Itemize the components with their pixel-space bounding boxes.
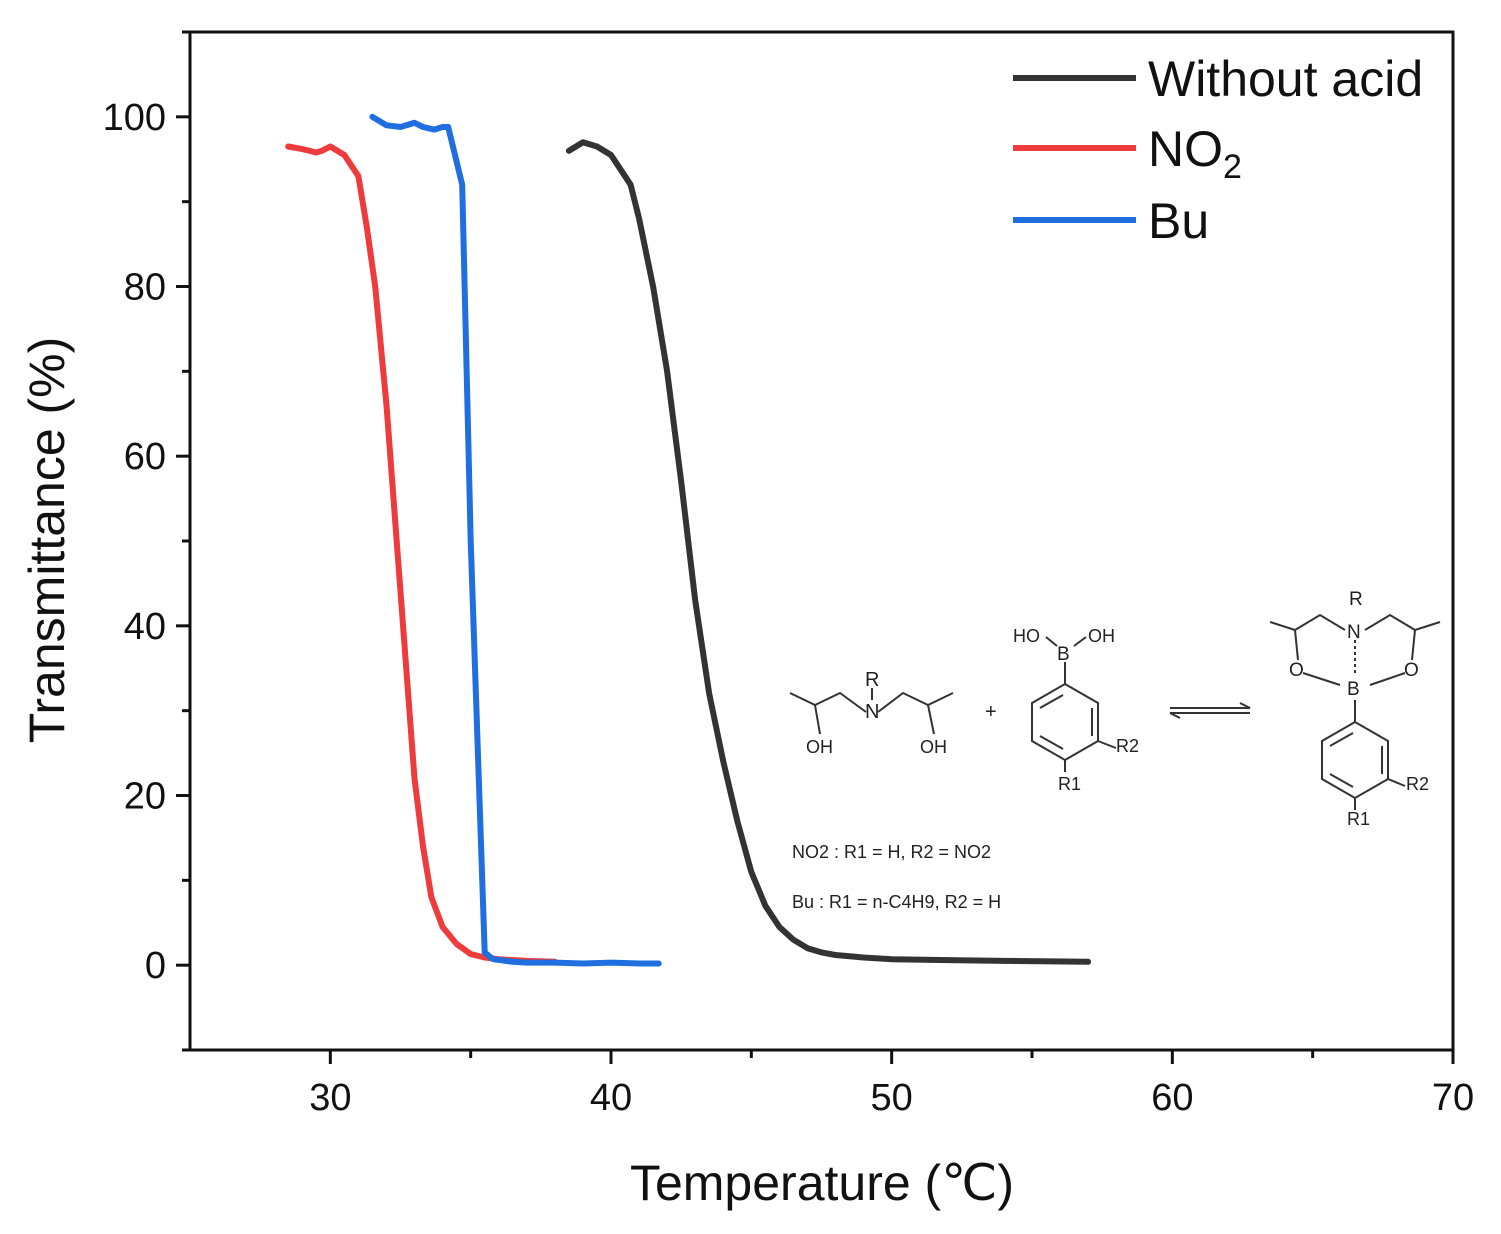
x-tick-label: 60 bbox=[1151, 1077, 1193, 1119]
equilibrium-arrows bbox=[1169, 702, 1251, 719]
product-b: B bbox=[1347, 679, 1360, 700]
x-tick-label: 40 bbox=[590, 1077, 632, 1119]
x-tick-label: 70 bbox=[1432, 1077, 1474, 1119]
boronic-b: B bbox=[1057, 644, 1070, 665]
legend-label-no2: NO2 bbox=[1148, 121, 1242, 186]
product-n: N bbox=[1347, 622, 1361, 643]
x-axis-title: Temperature (℃) bbox=[630, 1155, 1014, 1211]
series-line-2 bbox=[369, 113, 662, 967]
product-r1: R1 bbox=[1347, 809, 1370, 829]
product-o-right: O bbox=[1404, 660, 1419, 681]
legend: Without acid NO2 Bu bbox=[1013, 51, 1423, 249]
boronic-r2: R2 bbox=[1116, 736, 1139, 756]
reactant-oh-left: OH bbox=[806, 737, 833, 757]
y-axis-ticks: 0 20 40 60 80 100 bbox=[103, 30, 190, 1052]
product-o-left: O bbox=[1289, 660, 1304, 681]
y-tick-label: 80 bbox=[124, 267, 166, 309]
y-tick-label: 100 bbox=[103, 97, 166, 139]
legend-label-bu: Bu bbox=[1148, 193, 1209, 249]
boronic-ho: HO bbox=[1013, 626, 1040, 646]
reactant-backbone bbox=[789, 691, 954, 713]
product-r2: R2 bbox=[1406, 774, 1429, 794]
reactant-oh-right: OH bbox=[920, 737, 947, 757]
series-line-0 bbox=[565, 139, 1092, 965]
reaction-scheme: R N OH OH + HO B OH R2 R1 R N O O B R2 R… bbox=[789, 589, 1441, 912]
legend-label-without-acid: Without acid bbox=[1148, 51, 1423, 107]
series-line-1 bbox=[285, 143, 558, 965]
x-tick-label: 30 bbox=[309, 1077, 351, 1119]
product-ring bbox=[1321, 720, 1389, 800]
boronic-ring bbox=[1031, 682, 1099, 762]
boronic-r1: R1 bbox=[1058, 774, 1081, 794]
y-tick-label: 20 bbox=[124, 776, 166, 818]
note-bu: Bu : R1 = n-C4H9, R2 = H bbox=[792, 892, 1001, 912]
y-tick-label: 0 bbox=[145, 945, 166, 987]
y-tick-label: 40 bbox=[124, 606, 166, 648]
boronic-oh: OH bbox=[1088, 626, 1115, 646]
y-axis-title: Transmittance (%) bbox=[19, 337, 75, 744]
reactant-n: N bbox=[865, 701, 879, 723]
plus-sign: + bbox=[985, 701, 997, 723]
product-backbone bbox=[1269, 613, 1441, 686]
y-tick-label: 60 bbox=[124, 436, 166, 478]
x-axis-ticks: 30 40 50 60 70 bbox=[309, 1050, 1474, 1119]
reactant-r: R bbox=[865, 669, 879, 691]
note-no2: NO2 : R1 = H, R2 = NO2 bbox=[792, 842, 991, 862]
product-r: R bbox=[1349, 589, 1363, 610]
series-layer bbox=[285, 113, 1092, 967]
x-tick-label: 50 bbox=[871, 1077, 913, 1119]
